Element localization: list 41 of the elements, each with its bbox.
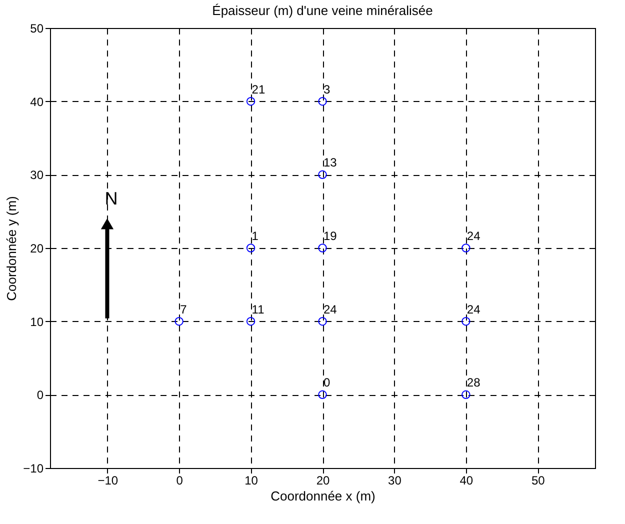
y-tick-label: 40 (30, 94, 44, 109)
point (462, 244, 470, 252)
point (246, 316, 256, 326)
x-tick-label: −10 (98, 474, 118, 488)
y-tick-label: 10 (30, 314, 44, 329)
annotation: 24 (466, 229, 481, 243)
x-tick-label: 50 (531, 474, 546, 488)
point (318, 244, 327, 252)
y-tick-label: −10 (23, 462, 44, 476)
annotation: 19 (324, 229, 338, 243)
point (318, 170, 327, 180)
annotation: 24 (466, 302, 481, 316)
x-axis-title: Coordonnée x (m) (270, 488, 376, 504)
y-tick-label: 30 (30, 168, 44, 182)
y-axis-title: Coordonnée y (m) (4, 196, 20, 301)
point (246, 96, 256, 106)
point (318, 390, 327, 400)
x-tick-label: 30 (388, 474, 402, 488)
annotation: 13 (324, 156, 338, 170)
annotation: 0 (324, 376, 330, 390)
annotation: 1 (252, 229, 259, 243)
x-tick-label: 10 (244, 474, 258, 488)
y-tick-label: 50 (30, 22, 44, 36)
x-tick-label: 20 (316, 474, 330, 488)
x-tick-label: 40 (460, 474, 474, 488)
y-tick-label: 20 (30, 242, 44, 256)
annotation: 7 (180, 302, 188, 316)
point (462, 390, 470, 400)
annotation: 21 (252, 82, 266, 96)
annotation: 3 (324, 82, 330, 96)
point (462, 316, 470, 326)
annotation: 11 (252, 302, 265, 316)
chart-title: Épaisseur (m) d'une veine minéralisée (212, 3, 433, 18)
annotation: 28 (466, 376, 481, 390)
x-tick-label: 0 (176, 474, 184, 488)
point (174, 316, 184, 326)
y-tick-label: 0 (36, 388, 44, 402)
point (318, 316, 327, 326)
point (318, 96, 327, 106)
point (246, 244, 256, 252)
annotation: 24 (324, 302, 338, 316)
